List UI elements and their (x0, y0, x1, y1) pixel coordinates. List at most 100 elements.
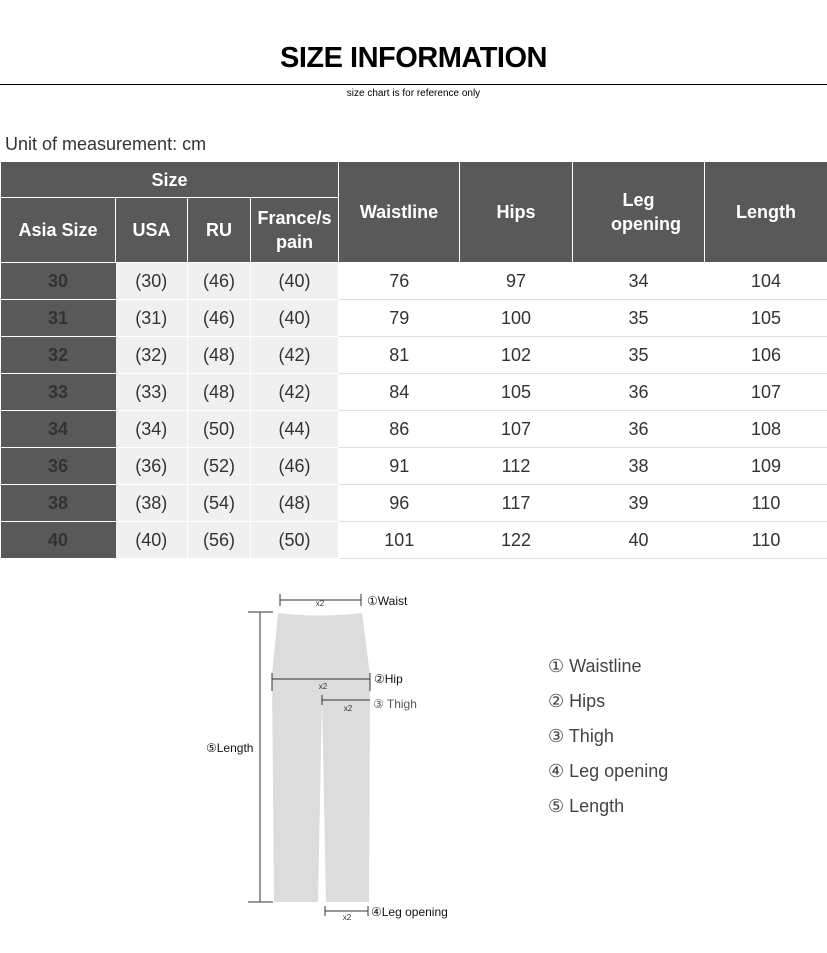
cell-ru-size: (48) (187, 336, 251, 374)
length-measure-line (248, 611, 273, 903)
cell-leg-opening: 39 (572, 484, 705, 522)
cell-france-spain-size: (50) (250, 521, 340, 559)
cell-hips: 107 (459, 410, 573, 448)
cell-usa-size: (36) (115, 447, 188, 485)
page-title: SIZE INFORMATION (280, 42, 547, 74)
cell-length: 104 (704, 262, 827, 300)
cell-leg-opening: 35 (572, 336, 705, 374)
table-row: 34 (34) (50) (44) 86 107 36 108 (0, 410, 827, 448)
cell-leg-opening: 40 (572, 521, 705, 559)
cell-france-spain-size: (42) (250, 373, 340, 411)
cell-length: 106 (704, 336, 827, 374)
legend-length: ⑤ Length (548, 796, 625, 816)
cell-ru-size: (48) (187, 373, 251, 411)
hip-label: ②Hip (374, 672, 403, 686)
cell-usa-size: (38) (115, 484, 188, 522)
cell-length: 108 (704, 410, 827, 448)
cell-waistline: 96 (338, 484, 460, 522)
table-row: 40 (40) (56) (50) 101 122 40 110 (0, 521, 827, 559)
leg-opening-label: ④Leg opening (371, 905, 448, 919)
thigh-label: ③ Thigh (373, 697, 417, 711)
cell-hips: 122 (459, 521, 573, 559)
header-ru: RU (187, 197, 251, 263)
legend-thigh: ③ Thigh (548, 726, 614, 746)
table-row: 32 (32) (48) (42) 81 102 35 106 (0, 336, 827, 374)
cell-leg-opening: 34 (572, 262, 705, 300)
cell-ru-size: (56) (187, 521, 251, 559)
cell-usa-size: (34) (115, 410, 188, 448)
pants-diagram: x2 x2 x2 x2 ①Waist ②Hip ③ Thigh ④Leg ope… (206, 594, 448, 922)
cell-leg-opening: 35 (572, 299, 705, 337)
cell-france-spain-size: (42) (250, 336, 340, 374)
thigh-multiplier: x2 (344, 704, 353, 713)
table-row: 38 (38) (54) (48) 96 117 39 110 (0, 484, 827, 522)
cell-waistline: 79 (338, 299, 460, 337)
cell-ru-size: (52) (187, 447, 251, 485)
cell-france-spain-size: (46) (250, 447, 340, 485)
leg-opening-multiplier: x2 (343, 913, 352, 922)
thigh-measure-line (321, 695, 370, 705)
header-asia-size: Asia Size (0, 197, 116, 263)
length-label: ⑤Length (206, 741, 253, 755)
hip-measure-line (271, 673, 371, 691)
cell-length: 107 (704, 373, 827, 411)
waist-measure-line (279, 594, 362, 606)
cell-waistline: 76 (338, 262, 460, 300)
waist-multiplier: x2 (316, 599, 325, 608)
cell-hips: 100 (459, 299, 573, 337)
cell-usa-size: (33) (115, 373, 188, 411)
cell-usa-size: (31) (115, 299, 188, 337)
cell-hips: 117 (459, 484, 573, 522)
cell-usa-size: (30) (115, 262, 188, 300)
header-usa: USA (115, 197, 188, 263)
unit-label: Unit of measurement: cm (5, 134, 207, 154)
cell-asia-size: 38 (0, 484, 116, 522)
header-hips: Hips (459, 161, 574, 263)
hip-multiplier: x2 (319, 682, 328, 691)
cell-asia-size: 32 (0, 336, 116, 374)
leg-opening-measure-line (324, 906, 369, 916)
header-leg-opening: Leg opening (572, 161, 706, 263)
size-group-header: Size (0, 161, 340, 198)
waist-label: ①Waist (367, 594, 408, 608)
cell-asia-size: 33 (0, 373, 116, 411)
legend-leg-opening: ④ Leg opening (548, 761, 669, 781)
title-divider (0, 84, 827, 85)
size-table: Size Waistline Hips Leg opening Length A… (0, 161, 827, 559)
header-waistline: Waistline (338, 161, 461, 263)
cell-asia-size: 36 (0, 447, 116, 485)
cell-hips: 112 (459, 447, 573, 485)
pants-shape (272, 613, 370, 902)
cell-length: 110 (704, 484, 827, 522)
cell-leg-opening: 36 (572, 373, 705, 411)
cell-france-spain-size: (40) (250, 299, 340, 337)
cell-france-spain-size: (44) (250, 410, 340, 448)
header-length: Length (704, 161, 827, 263)
cell-asia-size: 34 (0, 410, 116, 448)
legend-hips: ② Hips (548, 691, 606, 711)
cell-leg-opening: 36 (572, 410, 705, 448)
cell-usa-size: (32) (115, 336, 188, 374)
cell-france-spain-size: (40) (250, 262, 340, 300)
table-row: 30 (30) (46) (40) 76 97 34 104 (0, 262, 827, 300)
cell-waistline: 91 (338, 447, 460, 485)
cell-length: 105 (704, 299, 827, 337)
table-row: 36 (36) (52) (46) 91 112 38 109 (0, 447, 827, 485)
cell-ru-size: (46) (187, 299, 251, 337)
table-row: 31 (31) (46) (40) 79 100 35 105 (0, 299, 827, 337)
cell-asia-size: 31 (0, 299, 116, 337)
table-row: 33 (33) (48) (42) 84 105 36 107 (0, 373, 827, 411)
subtitle: size chart is for reference only (346, 88, 481, 99)
legend-waistline: ① Waistline (548, 656, 642, 676)
cell-length: 110 (704, 521, 827, 559)
cell-waistline: 81 (338, 336, 460, 374)
cell-hips: 97 (459, 262, 573, 300)
cell-usa-size: (40) (115, 521, 188, 559)
header-france-spain: France/s pain (249, 197, 340, 263)
cell-hips: 102 (459, 336, 573, 374)
cell-waistline: 84 (338, 373, 460, 411)
cell-asia-size: 30 (0, 262, 116, 300)
cell-france-spain-size: (48) (250, 484, 340, 522)
cell-ru-size: (54) (187, 484, 251, 522)
cell-waistline: 101 (338, 521, 460, 559)
